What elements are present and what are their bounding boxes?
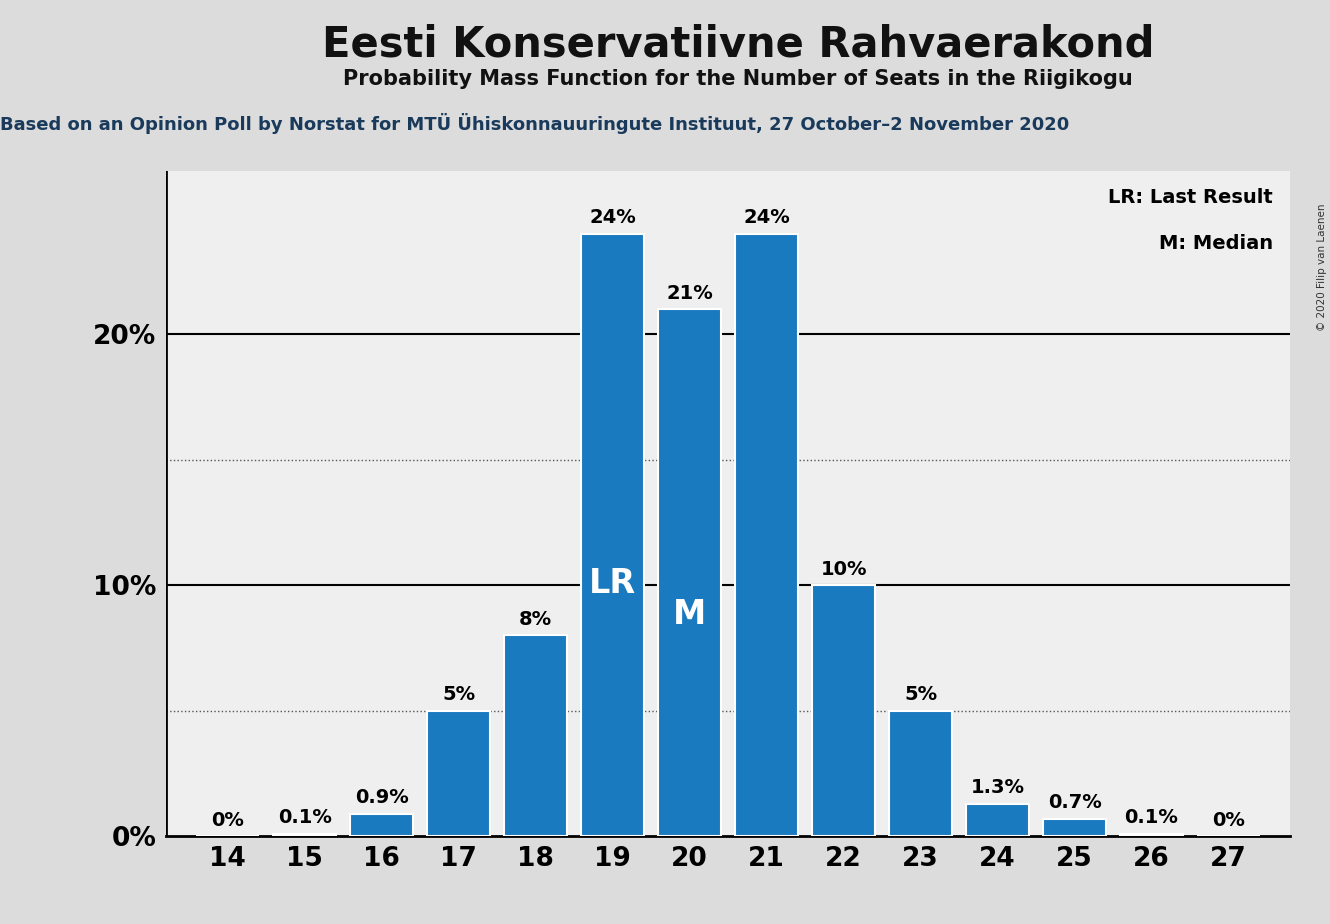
Text: 5%: 5% [442, 686, 475, 704]
Text: © 2020 Filip van Laenen: © 2020 Filip van Laenen [1317, 203, 1327, 331]
Bar [1120, 833, 1184, 836]
Text: 5%: 5% [904, 686, 938, 704]
Text: Eesti Konservatiivne Rahvaerakond: Eesti Konservatiivne Rahvaerakond [322, 23, 1154, 65]
Text: M: Median: M: Median [1160, 234, 1273, 253]
Bar [888, 711, 952, 836]
Text: 24%: 24% [589, 209, 636, 227]
Text: 10%: 10% [821, 560, 867, 579]
Text: M: M [673, 599, 706, 631]
Text: 0.1%: 0.1% [278, 808, 331, 827]
Text: 24%: 24% [743, 209, 790, 227]
Bar [658, 309, 721, 836]
Bar [427, 711, 491, 836]
Bar [1043, 819, 1107, 836]
Bar [273, 833, 336, 836]
Text: LR: LR [589, 566, 636, 600]
Text: Probability Mass Function for the Number of Seats in the Riigikogu: Probability Mass Function for the Number… [343, 69, 1133, 90]
Bar [966, 804, 1029, 836]
Bar [735, 234, 798, 836]
Text: 0.9%: 0.9% [355, 788, 408, 808]
Text: LR: Last Result: LR: Last Result [1108, 188, 1273, 207]
Text: 0%: 0% [1212, 811, 1245, 830]
Bar [813, 585, 875, 836]
Text: Based on an Opinion Poll by Norstat for MTÜ Ühiskonnauuringute Instituut, 27 Oct: Based on an Opinion Poll by Norstat for … [0, 113, 1069, 134]
Text: 8%: 8% [519, 610, 552, 629]
Text: 0%: 0% [211, 811, 245, 830]
Bar [350, 814, 414, 836]
Bar [581, 234, 644, 836]
Text: 1.3%: 1.3% [971, 778, 1024, 797]
Bar [504, 636, 568, 836]
Text: 0.1%: 0.1% [1125, 808, 1178, 827]
Text: 0.7%: 0.7% [1048, 794, 1101, 812]
Text: 21%: 21% [666, 284, 713, 303]
